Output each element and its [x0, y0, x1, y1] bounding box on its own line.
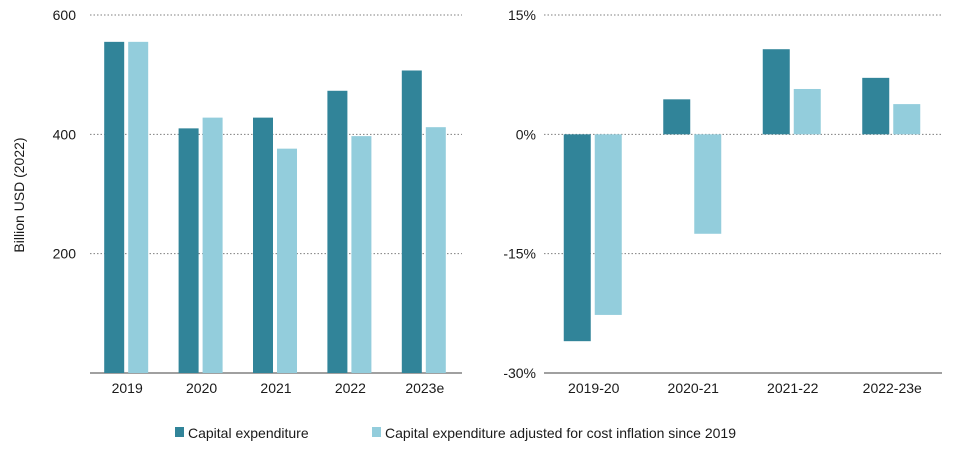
right-x-tick-label: 2022-23e	[863, 380, 922, 396]
left-bar-capex-adjusted-2021	[277, 148, 297, 373]
left-x-tick-label: 2020	[186, 380, 217, 396]
right-bar-capex-adjusted-2022-23e	[893, 104, 921, 135]
left-chart-panel: 200 400 600 2019 2020 2021 2022 2023e Billion US…	[11, 7, 462, 396]
right-x-tick-label: 2020-21	[668, 380, 720, 396]
right-x-tick-label: 2019-20	[568, 380, 620, 396]
left-x-tick-label: 2021	[260, 380, 291, 396]
left-x-tick-label: 2022	[335, 380, 366, 396]
left-bar-capex-2020	[178, 128, 199, 373]
right-x-tick-label: 2021-22	[767, 380, 819, 396]
right-bar-capex-2022-23e	[862, 77, 890, 135]
left-y-tick-label: 600	[53, 7, 77, 23]
right-bar-capex-adjusted-2019-20	[594, 134, 622, 315]
legend-label-capital-expenditure-adjusted: Capital expenditure adjusted for cost in…	[385, 425, 736, 441]
right-bar-capex-adjusted-2021-22	[793, 88, 821, 135]
left-x-tick-label: 2019	[112, 380, 143, 396]
legend: Capital expenditure Capital expenditure …	[175, 425, 736, 441]
left-bar-capex-2023e	[401, 70, 422, 374]
left-y-tick-label: 400	[53, 126, 77, 142]
left-bar-capex-adjusted-2022	[351, 136, 372, 373]
right-bar-capex-2021-22	[762, 49, 790, 135]
legend-label-capital-expenditure: Capital expenditure	[188, 425, 309, 441]
left-y-tick-label: 200	[53, 246, 77, 262]
left-bar-capex-adjusted-2023e	[425, 127, 446, 373]
left-bar-capex-adjusted-2019	[128, 41, 149, 373]
right-bar-capex-2020-21	[663, 99, 691, 135]
right-y-tick-label: -15%	[503, 246, 536, 262]
left-bar-capex-adjusted-2020	[202, 117, 223, 373]
legend-swatch-capital-expenditure-adjusted	[372, 427, 381, 437]
right-chart-panel: -30% -15% 0% 15% 2019-20 2020-21 2021-22 2022-2…	[503, 7, 942, 396]
left-bar-capex-2019	[104, 41, 125, 373]
left-bar-capex-2021	[253, 117, 273, 373]
right-y-tick-label: 0%	[516, 126, 536, 142]
right-y-tick-label: -30%	[503, 365, 536, 381]
legend-swatch-capital-expenditure	[175, 427, 184, 437]
right-bar-capex-adjusted-2020-21	[694, 134, 722, 234]
left-y-axis-label: Billion USD (2022)	[11, 137, 27, 252]
left-bar-capex-2022	[327, 90, 348, 373]
right-y-tick-label: 15%	[508, 7, 536, 23]
right-bar-capex-2019-20	[563, 134, 591, 342]
left-x-tick-label: 2023e	[405, 380, 444, 396]
